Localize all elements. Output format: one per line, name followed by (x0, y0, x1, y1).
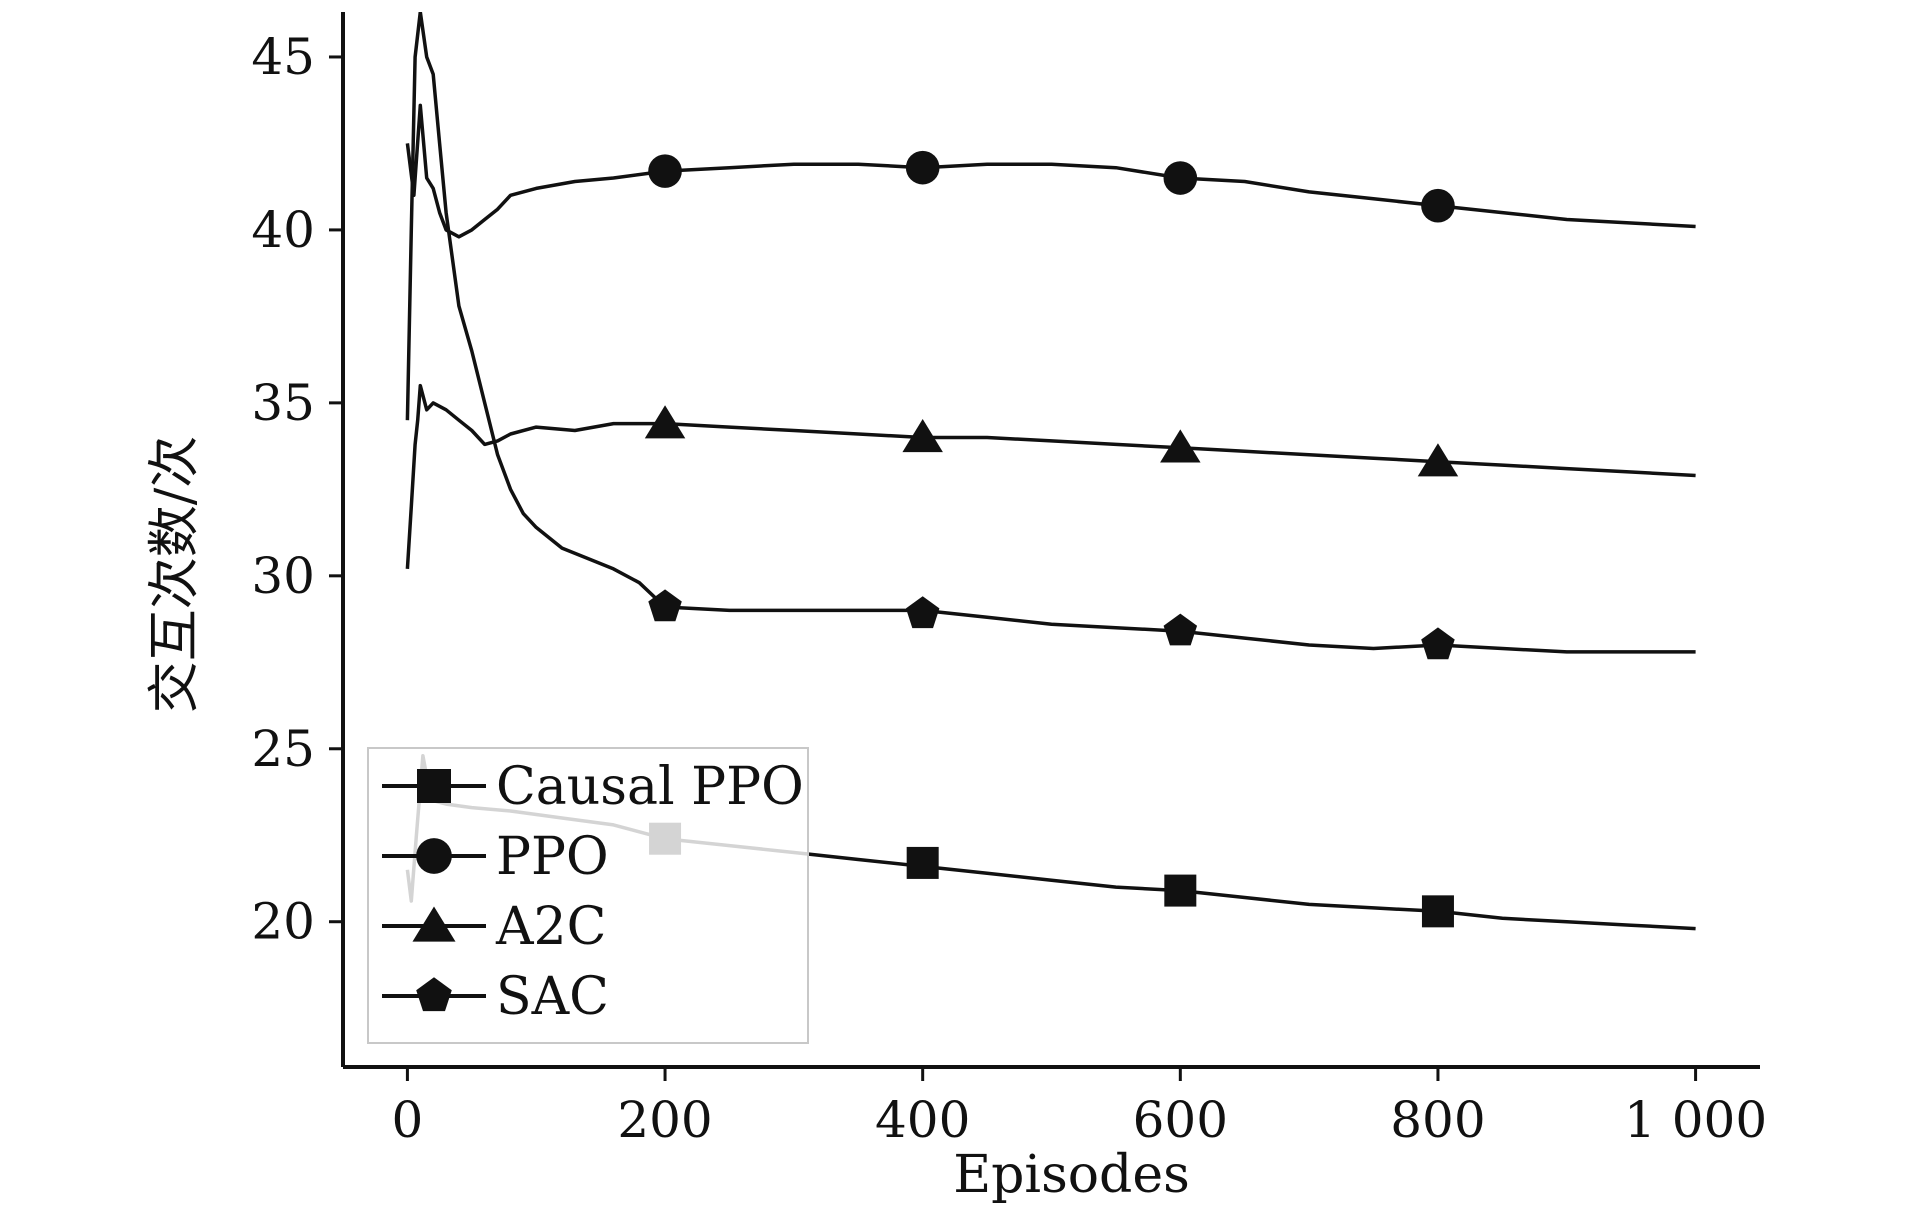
data-point-ppo (648, 154, 682, 188)
plot-area (405, 12, 1696, 931)
legend-marker-causal-ppo (417, 769, 451, 803)
legend-label-ppo: PPO (496, 827, 609, 887)
data-point-sac (1163, 613, 1198, 646)
data-point-a2c (644, 405, 686, 439)
y-tick-label: 25 (251, 720, 315, 778)
data-point-causal-ppo (1164, 874, 1197, 907)
data-point-a2c (1160, 429, 1201, 463)
legend-marker-ppo (416, 838, 452, 874)
legend-label-sac: SAC (496, 967, 609, 1027)
legend-label-causal-ppo: Causal PPO (496, 757, 804, 817)
data-point-causal-ppo (906, 846, 939, 879)
series-line-sac (405, 12, 1696, 654)
data-point-sac (905, 596, 940, 629)
x-tick-label: 600 (1133, 1091, 1228, 1149)
y-tick-label: 35 (251, 374, 315, 432)
data-point-ppo (905, 150, 940, 185)
y-tick-label: 30 (251, 547, 315, 605)
y-tick-label: 40 (251, 201, 315, 259)
data-point-ppo (1163, 161, 1198, 195)
legend: Causal PPO PPO A2C SAC (367, 747, 809, 1044)
series-line-a2c (405, 383, 1696, 570)
axes: 0 200 400 600 800 1 000 20 25 30 35 40 45 Episodes 交互… (145, 12, 1767, 1205)
x-tick-label: 400 (875, 1091, 970, 1149)
data-point-sac (1421, 627, 1455, 660)
y-tick-label: 45 (251, 28, 315, 86)
legend-label-a2c: A2C (495, 897, 606, 957)
x-axis-title: Episodes (953, 1145, 1190, 1205)
y-axis-title: 交互次数/次 (145, 436, 205, 714)
legend-marker-a2c (412, 906, 456, 942)
x-tick-label: 1 000 (1624, 1091, 1767, 1149)
data-point-a2c (1417, 443, 1459, 477)
x-tick-label: 0 (392, 1091, 424, 1149)
data-point-causal-ppo (1421, 895, 1454, 928)
legend-marker-sac (416, 977, 452, 1012)
data-point-a2c (902, 419, 943, 453)
x-tick-label: 800 (1390, 1091, 1485, 1149)
y-tick-label: 20 (251, 893, 315, 951)
data-point-ppo (1421, 188, 1455, 223)
data-point-sac (648, 589, 682, 622)
series-line-ppo (405, 103, 1696, 239)
x-tick-label: 200 (617, 1091, 712, 1149)
